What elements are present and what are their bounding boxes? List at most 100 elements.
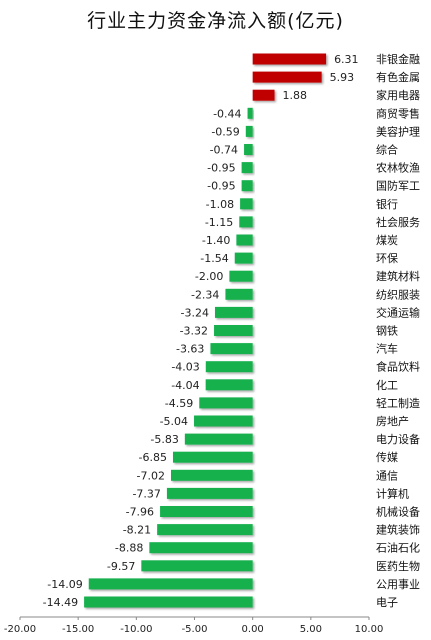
bar	[241, 162, 253, 174]
data-label: -0.95	[207, 162, 235, 175]
bar	[236, 234, 253, 246]
category-label: 电子	[376, 596, 398, 609]
category-label: 建筑材料	[376, 269, 420, 283]
bar	[88, 578, 253, 590]
category-label: 建筑装饰	[376, 523, 420, 537]
category-label: 国防军工	[376, 179, 420, 193]
category-label: 交通运输	[376, 305, 420, 319]
bar	[157, 524, 253, 536]
category-label: 食品饮料	[376, 360, 420, 374]
category-label: 计算机	[376, 486, 409, 500]
data-label: -0.59	[211, 125, 239, 138]
bar	[160, 506, 253, 517]
bar	[234, 252, 253, 264]
data-label: -4.04	[171, 379, 199, 392]
bar	[252, 89, 275, 101]
category-label: 环保	[376, 251, 398, 265]
data-label: -2.00	[195, 270, 223, 283]
category-label: 钢铁	[376, 325, 398, 338]
category-label: 非银金融	[376, 52, 420, 66]
data-label: -1.15	[205, 216, 233, 229]
x-tick-label: -15.00	[62, 624, 94, 635]
data-label: -3.32	[180, 325, 208, 338]
data-label: -6.85	[139, 451, 167, 464]
data-label: 6.31	[334, 53, 359, 66]
category-label: 商贸零售	[376, 106, 420, 120]
data-label: 1.88	[283, 89, 308, 102]
data-label: -7.02	[137, 469, 165, 482]
bar	[229, 270, 253, 282]
category-label: 银行	[376, 197, 398, 211]
data-label: -2.34	[191, 288, 219, 301]
bar	[214, 325, 253, 336]
bar	[252, 53, 327, 65]
data-label: -1.54	[200, 252, 228, 265]
data-label: -8.21	[123, 524, 151, 537]
category-label: 农林牧渔	[376, 161, 420, 175]
category-label: 美容护理	[376, 124, 420, 138]
chart-title: 行业主力资金净流入额(亿元)	[87, 10, 344, 32]
data-label: -5.83	[150, 433, 178, 446]
x-tick-label: -5.00	[182, 624, 208, 635]
category-label: 通信	[376, 469, 398, 482]
x-tick-label: -10.00	[120, 624, 152, 635]
data-label: -3.24	[181, 306, 209, 319]
category-label: 家用电器	[376, 88, 420, 102]
data-label: 5.93	[330, 71, 355, 84]
bar	[240, 198, 253, 210]
x-tick-label: 10.00	[355, 624, 384, 635]
category-label: 传媒	[376, 451, 398, 464]
data-label: -0.44	[213, 107, 241, 120]
category-label: 机械设备	[376, 505, 420, 519]
bar	[239, 216, 253, 228]
data-label: -7.96	[126, 506, 154, 519]
data-label: -0.74	[210, 144, 238, 157]
data-label: -14.09	[47, 578, 82, 591]
category-label: 石油石化	[376, 541, 420, 555]
category-label: 电力设备	[376, 432, 420, 446]
category-label: 轻工制造	[376, 396, 420, 410]
category-label: 纺织服装	[376, 287, 420, 301]
bar	[172, 451, 253, 463]
bar	[171, 469, 253, 481]
category-label: 房地产	[376, 414, 409, 428]
data-label: -1.40	[202, 234, 230, 247]
bar	[205, 379, 253, 391]
data-label: -0.95	[207, 180, 235, 193]
category-label: 公用事业	[376, 578, 420, 591]
bar	[166, 487, 253, 499]
bar	[84, 596, 253, 608]
x-tick-label: 5.00	[300, 624, 322, 635]
data-label: -7.37	[132, 487, 160, 500]
data-label: -14.49	[43, 596, 78, 609]
data-label: -4.03	[171, 361, 199, 374]
bar	[244, 144, 253, 155]
bar	[245, 125, 253, 137]
category-label: 化工	[376, 378, 398, 392]
bar	[194, 415, 253, 427]
category-label: 社会服务	[376, 215, 420, 229]
data-label: -8.88	[115, 542, 143, 555]
bar	[241, 180, 253, 192]
bar	[214, 306, 253, 318]
data-label: -1.08	[206, 198, 234, 211]
category-label: 有色金属	[376, 70, 420, 84]
bar	[149, 542, 253, 554]
bar	[225, 288, 253, 300]
bar	[199, 397, 253, 409]
category-label: 汽车	[376, 342, 398, 356]
bar	[210, 343, 253, 355]
bar	[252, 71, 322, 83]
category-label: 煤炭	[376, 234, 398, 247]
bar	[205, 361, 253, 373]
data-label: -5.04	[160, 415, 188, 428]
category-label: 医药生物	[376, 559, 420, 573]
category-label: 综合	[376, 143, 398, 157]
data-label: -3.63	[176, 343, 204, 356]
x-tick-label: -20.00	[4, 624, 36, 635]
data-label: -4.59	[165, 397, 193, 410]
bar	[184, 433, 253, 445]
bar	[141, 560, 253, 572]
data-label: -9.57	[107, 560, 135, 573]
